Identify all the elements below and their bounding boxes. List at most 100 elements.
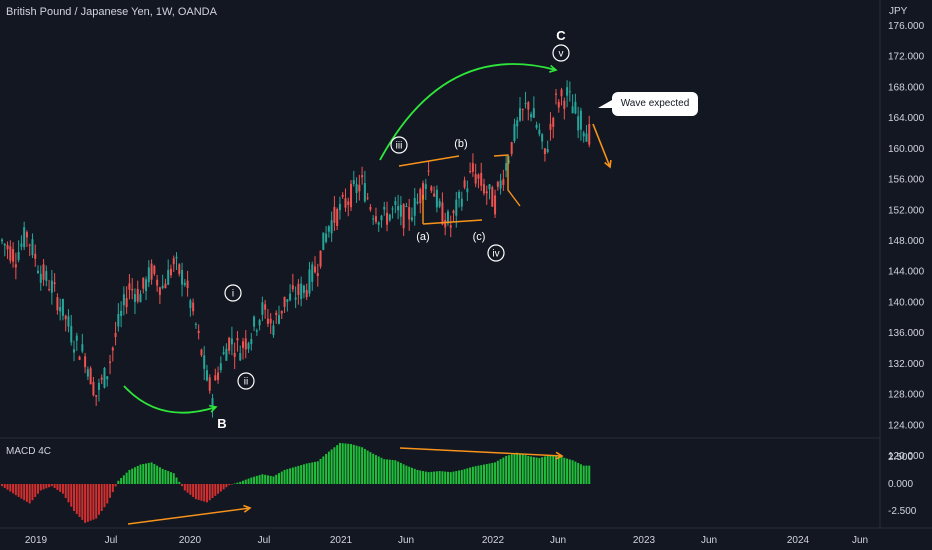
candle-body [50,280,53,293]
candle-body [532,108,535,118]
macd-bar [103,484,106,508]
candle-body [145,279,148,291]
candle-body [106,376,109,380]
macd-bar [294,466,297,484]
candle-body [200,349,203,356]
macd-bar [485,464,488,484]
wave-c-label: C [556,28,566,43]
candle-body [372,218,375,220]
macd-bar [502,457,505,484]
macd-bar [233,483,236,484]
candle-body [3,243,6,246]
macd-bar [380,457,383,484]
macd-bar [474,466,477,484]
macd-bar [225,484,228,488]
candle-body [111,347,114,351]
macd-bar [488,463,491,484]
candle-body [430,186,433,191]
candle-body [67,316,70,327]
price-tick-label: 176.000 [888,21,925,32]
macd-bar [200,484,203,501]
candle-body [488,184,491,190]
candle-body [399,204,402,217]
candle-body [491,187,494,207]
candle-body [579,110,582,130]
candle-body [225,348,228,361]
candle-body [125,298,128,308]
macd-tick-label: -2.500 [888,506,917,517]
candle-body [546,149,549,153]
candle-body [89,368,92,385]
macd-bar [394,460,397,484]
price-tick-label: 132.000 [888,359,925,370]
candle-body [14,264,17,268]
arc-to-c-arrow [379,63,557,161]
macd-bar [203,484,206,502]
candle-body [37,270,40,273]
macd-bar [297,465,300,484]
macd-bar [410,467,413,484]
arc-to-b-arrow [123,385,217,414]
macd-bar [14,484,17,496]
macd-bar [6,484,9,490]
candle-body [527,102,530,110]
candle-body [197,330,200,333]
candle-body [333,206,336,223]
macd-bar [377,456,380,484]
macd-bar [266,475,269,484]
candle-body [452,210,455,214]
macd-bar [496,460,499,484]
candle-body [217,372,220,380]
macd-bar [416,469,419,484]
macd-divergence-top [399,447,563,457]
time-tick-label: Jul [105,535,118,546]
macd-tick-label: 0.000 [888,479,913,490]
macd-bar [568,459,571,484]
macd-bar [42,484,45,490]
candle-body [377,222,380,225]
time-tick-label: 2022 [482,535,505,546]
macd-bar [241,480,244,484]
candle-body [81,344,84,352]
candle-body [352,180,355,184]
candle-body [253,316,256,327]
macd-bar [133,467,136,484]
macd-bar [59,484,62,492]
candle-body [219,363,222,371]
macd-bar [109,484,112,498]
macd-bar [214,484,217,496]
wave-iv-label: iv [492,249,499,260]
price-tick-label: 156.000 [888,175,925,186]
time-tick-label: Jun [701,535,717,546]
candle-body [64,315,67,320]
macd-bar [75,484,78,514]
macd-bar [341,443,344,484]
macd-bar [433,471,436,484]
macd-bar [507,455,510,484]
candle-body [496,181,499,187]
macd-bar [369,452,372,484]
macd-bar [505,455,508,484]
candle-body [1,239,3,242]
macd-bar [471,466,474,484]
macd-bar [122,475,125,484]
macd-bar [555,455,557,484]
time-tick-label: 2021 [330,535,353,546]
candle-body [530,114,533,118]
candle-body [388,214,391,221]
macd-bar [194,484,197,500]
macd-bar [560,457,563,484]
macd-bar [244,479,247,484]
macd-bar [272,476,275,484]
candle-body [17,251,20,260]
candle-body [272,325,275,336]
candle-body [42,264,45,280]
macd-bar [12,484,15,494]
candle-body [460,198,463,207]
macd-bar [264,474,267,484]
candle-body [150,263,153,280]
macd-bar [571,460,574,484]
candle-body [161,285,164,289]
macd-bar [552,455,555,484]
